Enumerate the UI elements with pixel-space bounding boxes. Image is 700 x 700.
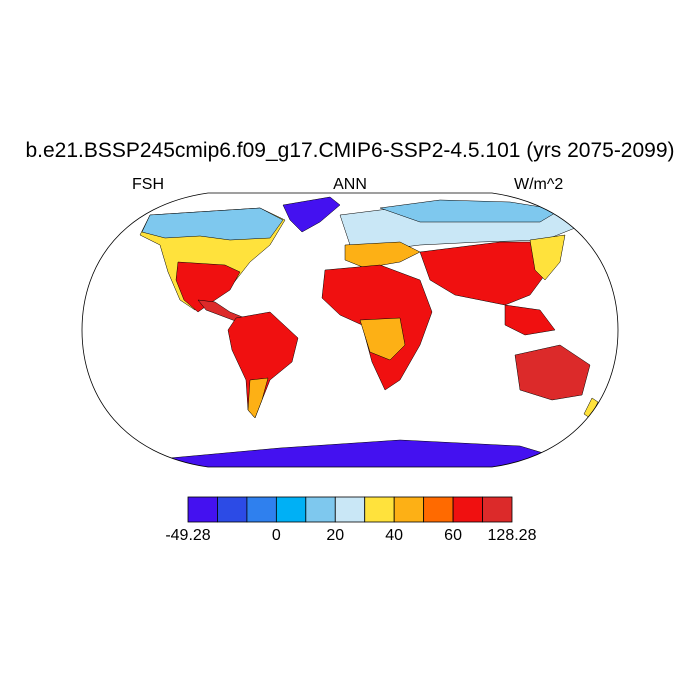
colorbar-box (364, 496, 395, 523)
colorbar-box (217, 496, 248, 523)
eurasia-arctic (379, 199, 561, 223)
colorbar-box (423, 496, 454, 523)
variable-label: FSH (132, 176, 164, 193)
colorbar-label: 128.28 (487, 527, 537, 544)
globe-outline (81, 192, 619, 468)
south-america-south (247, 377, 269, 419)
colorbar-box (246, 496, 277, 523)
colorbar-box (275, 496, 307, 523)
europe-south (344, 241, 421, 269)
north-america-cold (141, 207, 284, 241)
colorbar-box (393, 496, 425, 523)
land-fill (99, 196, 601, 467)
colorbar-label: 20 (326, 527, 345, 544)
colorbar-label: 0 (271, 527, 281, 544)
colorbar-box (452, 496, 483, 523)
colorbar-box (482, 496, 513, 523)
colorbar-label: -49.28 (165, 527, 211, 544)
units-label: W/m^2 (514, 176, 564, 193)
colorbar-labels: -49.28 0 20 40 60 128.28 (0, 527, 700, 549)
colorbar-box (187, 496, 218, 523)
greenland (282, 196, 341, 233)
colorbar-label: 60 (444, 527, 462, 544)
east-asia (529, 234, 566, 281)
australia (514, 344, 591, 401)
southeast-asia (504, 304, 556, 336)
asia-south (419, 241, 551, 306)
africa-central (359, 317, 406, 361)
antarctica (99, 439, 601, 467)
season-label: ANN (333, 176, 367, 193)
colorbar-label: 40 (385, 527, 404, 544)
plot-title: b.e21.BSSP245cmip6.f09_g17.CMIP6-SSP2-4.… (25, 139, 675, 162)
colorbar (187, 496, 513, 523)
colorbar-box (334, 496, 366, 523)
colorbar-box (305, 496, 336, 523)
